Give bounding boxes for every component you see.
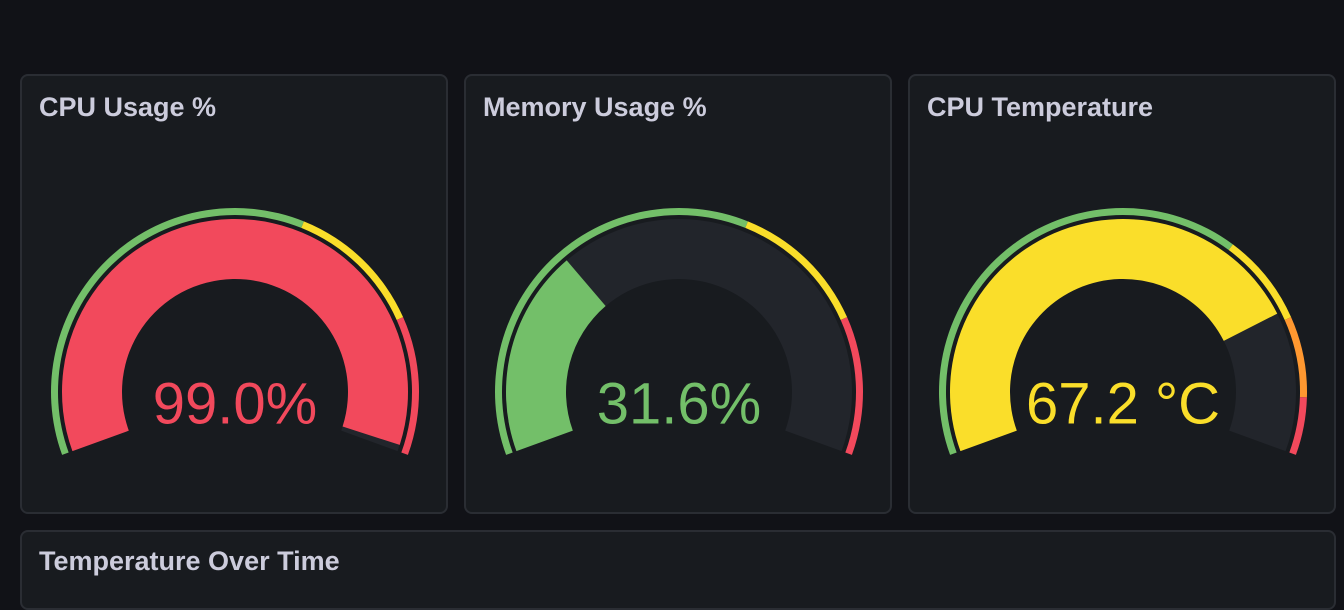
threshold-band: [396, 317, 419, 455]
panel-title: CPU Usage %: [39, 92, 217, 122]
dashboard: CPU Usage % 99.0% Memory Usage % 31.6% C…: [20, 74, 1336, 610]
gauge-panel[interactable]: CPU Temperature 67.2 °C: [908, 74, 1336, 514]
gauge-value: 99.0%: [153, 371, 317, 436]
threshold-band: [1289, 397, 1307, 455]
gauge-track: [506, 219, 852, 452]
gauge-panel[interactable]: Memory Usage % 31.6%: [464, 74, 892, 514]
gauge: 31.6%: [495, 207, 863, 455]
threshold-band: [939, 208, 1233, 455]
gauge: 99.0%: [50, 207, 419, 455]
threshold-band: [745, 221, 848, 321]
gauge-fill: [61, 218, 408, 452]
gauge-value: 31.6%: [597, 371, 761, 436]
threshold-band: [1228, 244, 1292, 321]
threshold-band: [1284, 317, 1307, 398]
gauge: 67.2 °C: [939, 208, 1307, 455]
graph-panel[interactable]: Temperature Over Time: [20, 530, 1336, 610]
threshold-band: [301, 221, 404, 321]
gauge-panel[interactable]: CPU Usage % 99.0%: [20, 74, 448, 514]
gauge-fill: [506, 260, 606, 452]
panel-title: Memory Usage %: [483, 92, 707, 122]
threshold-band: [840, 317, 863, 455]
panel-title: CPU Temperature: [927, 92, 1154, 122]
panel-title: Temperature Over Time: [39, 546, 340, 576]
gauge-value: 67.2 °C: [1026, 371, 1220, 436]
gauge-fill: [950, 219, 1278, 452]
